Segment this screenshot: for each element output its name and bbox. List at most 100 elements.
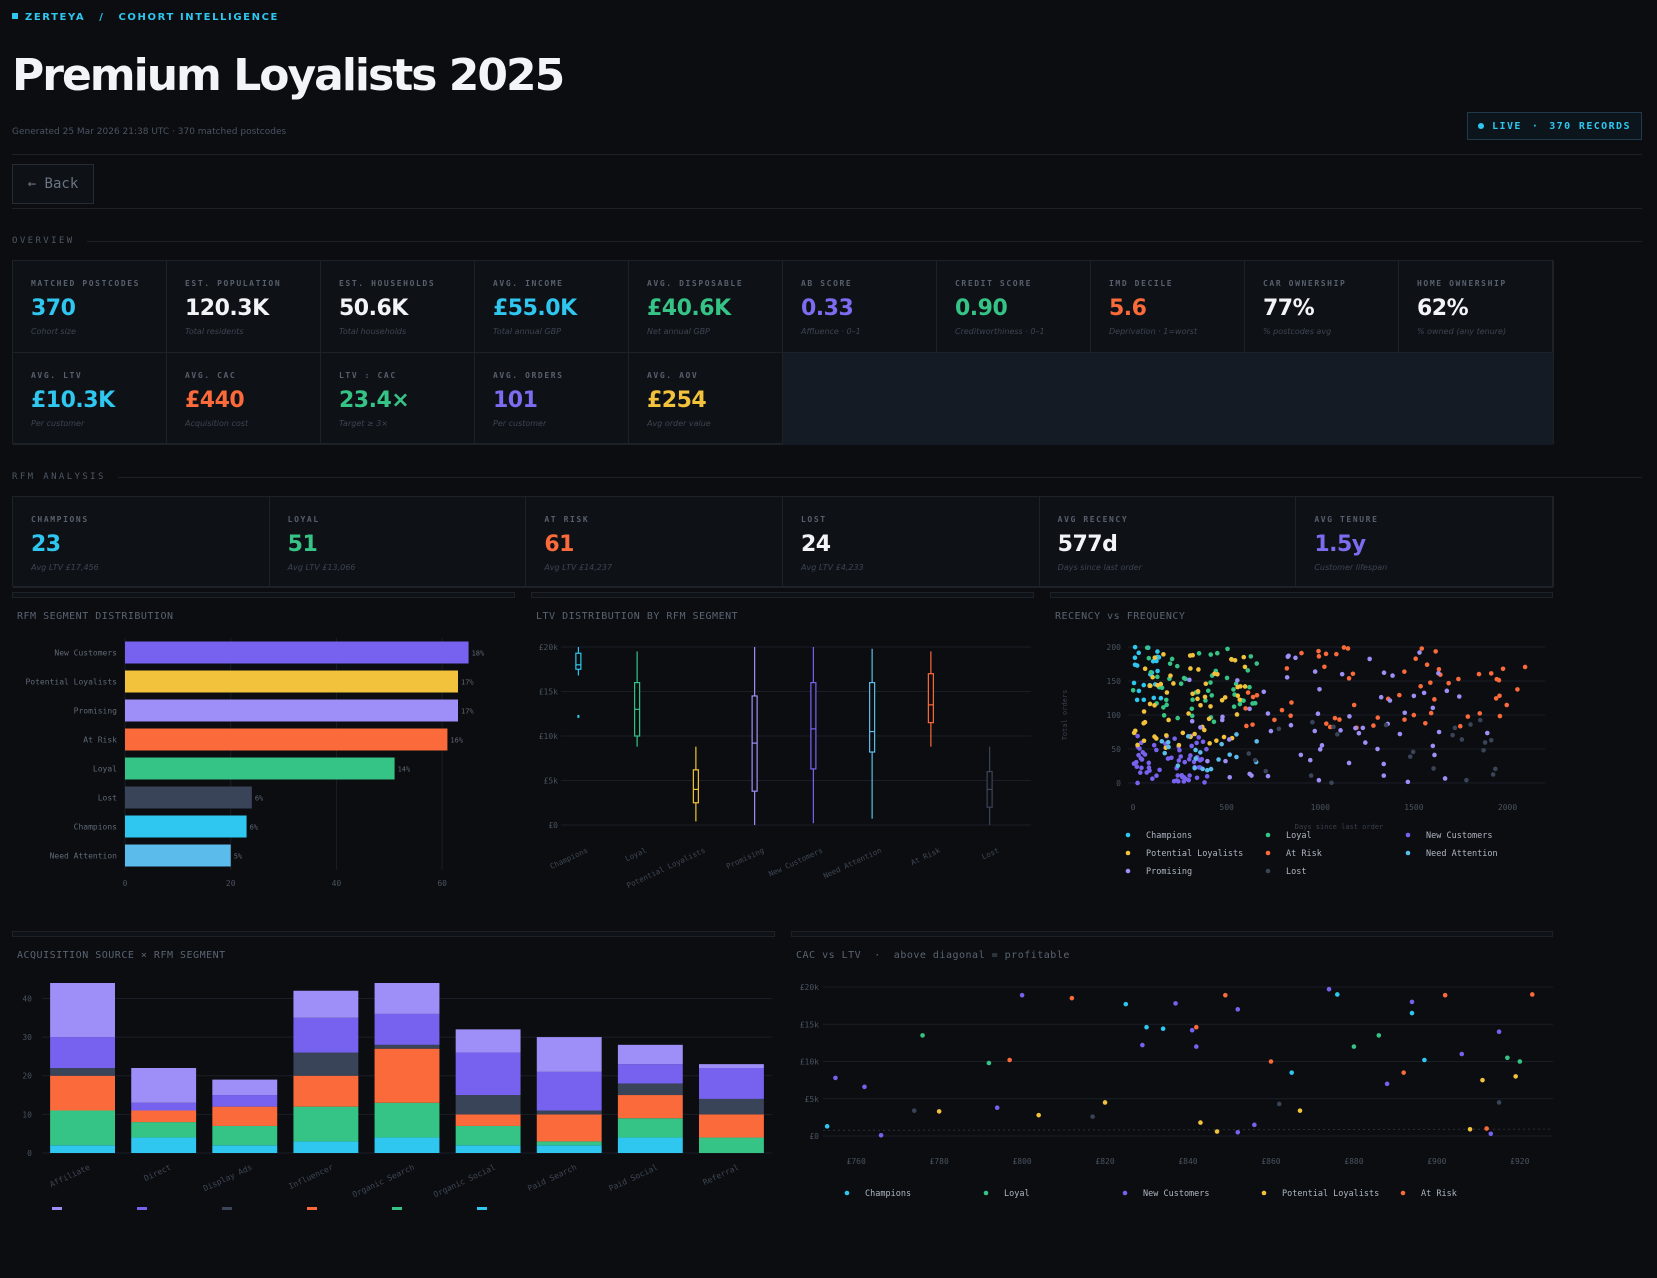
- cac-legend-label[interactable]: Potential Loyalists: [1282, 1189, 1379, 1199]
- scatter-point-new-customers: [1136, 752, 1141, 758]
- scatter-point-potential-loyalists: [1152, 734, 1157, 739]
- acq-bar-direct-promising: [131, 1068, 197, 1103]
- scatter-point-at-risk: [1288, 713, 1293, 718]
- scatter-point-at-risk: [1515, 687, 1520, 692]
- scatter-point-potential-loyalists: [1242, 664, 1248, 670]
- kpi-value: 23: [31, 532, 61, 557]
- kpi-sublabel: Days since last order: [1057, 563, 1142, 572]
- scatter-point-at-risk: [1504, 702, 1510, 708]
- live-status-label: LIVE: [1492, 120, 1522, 132]
- scatter-point-potential-loyalists: [1141, 738, 1147, 744]
- scatter-point-new-customers: [1204, 746, 1209, 752]
- scatter-point-at-risk: [1413, 656, 1418, 662]
- live-status-badge: LIVE · 370 RECORDS: [1467, 112, 1642, 140]
- scatter-point-promising: [1317, 747, 1323, 752]
- kpi-sublabel: Avg order value: [647, 419, 711, 428]
- cac-legend-label[interactable]: New Customers: [1143, 1189, 1210, 1199]
- breadcrumb-brand[interactable]: ZERTEYA: [25, 12, 86, 23]
- scatter-point-lost: [1488, 737, 1494, 743]
- scatter-point-new-customers: [1199, 756, 1205, 762]
- scatter-point-potential-loyalists: [1132, 728, 1138, 734]
- acq-bar-paid-social-loyal: [617, 1118, 683, 1138]
- scatter-point-promising: [1436, 670, 1441, 676]
- scatter-point-potential-loyalists: [1152, 655, 1158, 660]
- scatter-point-at-risk: [1488, 671, 1494, 676]
- scatter-point-promising: [1338, 728, 1343, 733]
- scatter-point-champions: [1141, 697, 1147, 703]
- cac-xtick-label: £820: [1095, 1157, 1114, 1166]
- overview-kpi-avg-ltv: AVG. LTV £10.3K Per customer: [13, 353, 167, 445]
- scatter-legend-label[interactable]: Need Attention: [1426, 849, 1498, 859]
- scatter-point-loyal: [1130, 687, 1136, 693]
- kpi-value: 51: [287, 532, 318, 557]
- acq-bar-affiliate-promising: [50, 983, 115, 1038]
- scatter-legend-label[interactable]: Loyal: [1286, 831, 1312, 841]
- kpi-value: 5.6: [1109, 296, 1147, 321]
- scatter-point-at-risk: [1279, 707, 1285, 713]
- scatter-legend-label[interactable]: New Customers: [1426, 831, 1493, 841]
- scatter-point-loyal: [1224, 675, 1230, 681]
- scatter-point-new-customers: [1147, 768, 1152, 773]
- acq-bar-influencer-at-risk: [293, 1075, 359, 1107]
- scatter-legend-label[interactable]: Potential Loyalists: [1146, 849, 1243, 859]
- scatter-point-at-risk: [1346, 676, 1352, 681]
- scatter-point-lost: [1431, 766, 1436, 771]
- scatter-point-at-risk: [1497, 693, 1502, 699]
- scatter-point-promising: [1307, 757, 1313, 763]
- scatter-point-at-risk: [1432, 697, 1437, 702]
- scatter-point-at-risk: [1418, 683, 1423, 689]
- seg-xtick-label: 20: [226, 879, 236, 888]
- acq-bar-organic-social-at-risk: [455, 1114, 521, 1126]
- cac-panel-bar: [791, 931, 1553, 937]
- acq-bar-organic-social-promising: [455, 1029, 521, 1053]
- overview-kpi-matched-postcodes: MATCHED POSTCODES 370 Cohort size: [13, 261, 167, 353]
- scatter-legend-label[interactable]: At Risk: [1286, 849, 1322, 859]
- scatter-point-loyal: [1203, 698, 1208, 703]
- scatter-point-loyal: [1148, 670, 1154, 675]
- cac-point-new-customers: [1326, 986, 1332, 992]
- seg-data-label: 5%: [234, 853, 243, 861]
- cac-legend-label[interactable]: At Risk: [1421, 1189, 1457, 1199]
- scatter-point-potential-loyalists: [1195, 696, 1200, 702]
- kpi-value: £40.6K: [647, 296, 731, 321]
- box-category-label: Loyal: [624, 846, 648, 864]
- cac-legend-label[interactable]: Champions: [865, 1189, 911, 1199]
- seg-data-label: 6%: [250, 824, 259, 832]
- scatter-point-potential-loyalists: [1142, 666, 1148, 672]
- scatter-point-new-customers: [1135, 780, 1140, 786]
- scatter-point-promising: [1219, 717, 1225, 723]
- kpi-label: MATCHED POSTCODES: [31, 279, 141, 288]
- acq-bar-paid-search-champions: [536, 1145, 602, 1153]
- kpi-value: £440: [185, 388, 245, 413]
- acq-bar-organic-social-lost: [455, 1095, 521, 1115]
- acq-category-label: Display Ads: [202, 1163, 254, 1194]
- scatter-point-at-risk: [1334, 651, 1339, 657]
- scatter-legend-label[interactable]: Promising: [1146, 867, 1192, 877]
- cac-point-new-customers: [1409, 999, 1415, 1005]
- scatter-point-loyal: [1167, 661, 1173, 666]
- cac-legend-label[interactable]: Loyal: [1004, 1189, 1030, 1199]
- scatter-legend-label[interactable]: Lost: [1286, 867, 1306, 877]
- scatter-point-promising: [1312, 728, 1318, 734]
- scatter-point-need-attention: [1186, 734, 1191, 739]
- scatter-point-potential-loyalists: [1187, 653, 1193, 658]
- scatter-point-at-risk: [1316, 654, 1322, 659]
- acq-bar-referral-new-customers: [699, 1068, 764, 1099]
- breadcrumb-section[interactable]: COHORT INTELLIGENCE: [118, 12, 279, 23]
- kpi-label: CHAMPIONS: [31, 515, 89, 524]
- back-button[interactable]: ← Back: [12, 164, 94, 204]
- scatter-ytick-label: 200: [1107, 643, 1122, 652]
- cac-legend-swatch: [1400, 1190, 1406, 1196]
- seg-category-label: Lost: [98, 794, 117, 803]
- scatter-point-loyal: [1250, 701, 1255, 706]
- scatter-point-promising: [1402, 710, 1408, 716]
- scatter-point-new-customers: [1186, 757, 1192, 762]
- acq-bar-affiliate-at-risk: [50, 1075, 115, 1111]
- scatter-point-promising: [1411, 693, 1417, 699]
- cac-point-potential-loyalists: [1102, 1100, 1108, 1105]
- acq-ytick-label: 0: [27, 1149, 32, 1158]
- scatter-point-potential-loyalists: [1186, 711, 1191, 716]
- scatter-legend-label[interactable]: Champions: [1146, 831, 1192, 841]
- scatter-point-new-customers: [1188, 753, 1193, 758]
- scatter-point-promising: [1235, 678, 1240, 683]
